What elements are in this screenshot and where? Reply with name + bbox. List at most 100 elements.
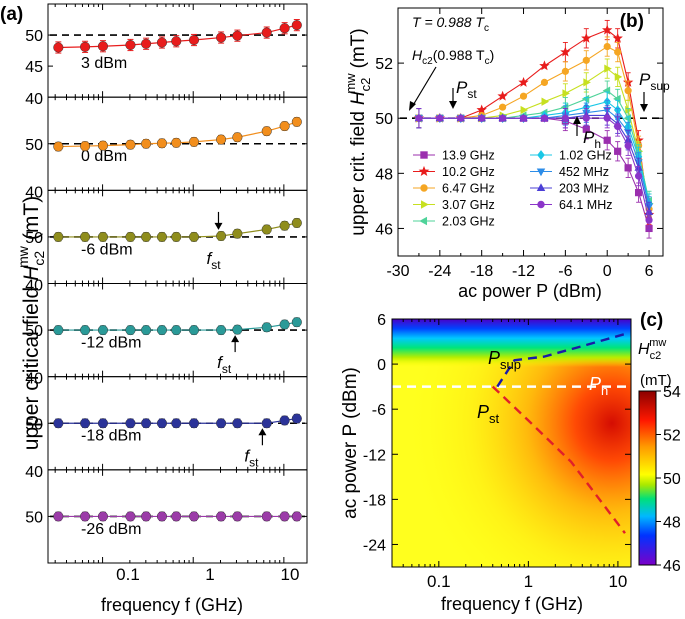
panel-b-point bbox=[540, 78, 549, 86]
panel-a-point bbox=[188, 418, 200, 429]
panel-b-point bbox=[518, 76, 529, 87]
panel-a-y-sup: mw bbox=[15, 245, 31, 268]
panel-b-point bbox=[583, 78, 591, 87]
svg-text:upper critical fieldHc2mw(mT): upper critical field Hc2mw (mT) bbox=[15, 196, 47, 450]
panel-b-point bbox=[623, 114, 632, 123]
panel-a-subplot-5: 50 40 -26 dBm bbox=[25, 464, 308, 564]
legend-label: 3.07 GHz bbox=[442, 198, 495, 212]
panel-b-temperature-sub: c bbox=[484, 23, 489, 34]
panel-a-xticks: 0.1 1 10 bbox=[116, 565, 299, 584]
panel-b-hc2-arrow bbox=[411, 66, 437, 108]
panel-b-point bbox=[624, 142, 632, 150]
panel-a-x-axis-label: frequency f (GHz) bbox=[101, 595, 243, 615]
panel-b-point bbox=[603, 136, 611, 144]
panel-b-point bbox=[457, 114, 465, 122]
panel-b-point bbox=[624, 87, 632, 95]
panel-a-point bbox=[53, 42, 64, 53]
panel-a-point bbox=[80, 141, 91, 152]
panel-a-point bbox=[291, 413, 302, 424]
panel-a-point bbox=[188, 34, 200, 46]
panel-a-point bbox=[171, 511, 182, 522]
panel-b-point bbox=[562, 89, 570, 98]
colorbar-tick-label: 54 bbox=[663, 384, 681, 401]
panel-b-point bbox=[520, 105, 529, 115]
panel-b-point bbox=[634, 172, 643, 180]
panel-b-hc2-arg-sub: c bbox=[485, 56, 490, 67]
panel-b-point bbox=[634, 189, 643, 197]
panel-a-point bbox=[80, 511, 91, 522]
panel-b-ytick-label: 48 bbox=[375, 166, 393, 183]
panel-a-point bbox=[279, 415, 290, 426]
panel-b-ytick-label: 50 bbox=[375, 111, 393, 128]
panel-a-point bbox=[188, 231, 200, 242]
panel-b-hc2-arg: (0.988 T bbox=[433, 47, 485, 63]
panel-a-point bbox=[232, 418, 243, 429]
panel-a-ytick-label: 50 bbox=[25, 230, 43, 247]
legend-marker bbox=[420, 184, 428, 192]
legend-label: 10.2 GHz bbox=[442, 165, 495, 179]
panel-b-label: (b) bbox=[620, 11, 644, 32]
legend-marker bbox=[536, 168, 546, 177]
panel-a-point bbox=[216, 511, 227, 522]
panel-b-point bbox=[624, 164, 632, 172]
panel-a-point bbox=[261, 511, 272, 522]
panel-b-data bbox=[400, 19, 661, 239]
colorbar-tick-label: 48 bbox=[663, 515, 681, 532]
panel-c-heatmap bbox=[392, 319, 631, 567]
panel-a-power-label: -18 dBm bbox=[81, 428, 141, 445]
panel-c-ytick-label: -24 bbox=[363, 537, 386, 554]
panel-a-point bbox=[232, 132, 243, 143]
legend-item: 452 MHz bbox=[530, 165, 609, 179]
panel-a-point bbox=[125, 39, 136, 51]
panel-a-point bbox=[141, 325, 152, 336]
panel-c-ytick-label: -12 bbox=[363, 447, 386, 464]
panel-b-point bbox=[561, 114, 569, 122]
panel-a-point bbox=[80, 418, 91, 429]
panel-a-ytick-label: 50 bbox=[25, 323, 43, 340]
panel-c-pst-curve bbox=[491, 385, 626, 534]
panel-b-ph-label: Ph bbox=[583, 128, 601, 151]
panel-a-point bbox=[125, 231, 136, 242]
panel-c-curves bbox=[392, 332, 631, 534]
panel-a-point bbox=[97, 231, 109, 242]
legend-label: 203 MHz bbox=[559, 182, 609, 196]
panel-a-subplot-0: 45 50 3 dBm bbox=[25, 3, 308, 98]
panel-b-hc2-annotation: Hc2(0.988 Tc) bbox=[412, 47, 494, 67]
panel-a-power-label: 3 dBm bbox=[81, 55, 127, 72]
panel-c-pst-label: Pst bbox=[477, 402, 500, 426]
legend-marker bbox=[419, 216, 428, 226]
panel-b-y-symbol: H bbox=[348, 91, 369, 105]
panel-c-xtick-label: 10 bbox=[608, 572, 627, 591]
panel-b-xtick-label: 0 bbox=[603, 263, 612, 280]
panel-c-label: (c) bbox=[640, 310, 663, 331]
colorbar-unit: (mT) bbox=[640, 372, 672, 389]
panel-c-x-axis-label: frequency f (GHz) bbox=[441, 594, 583, 614]
panel-a-fst-annotation: fst bbox=[206, 211, 223, 272]
colorbar-sub: c2 bbox=[650, 350, 662, 362]
panel-a-point bbox=[80, 325, 91, 336]
panel-a-point bbox=[53, 418, 64, 429]
panel-b-frame bbox=[397, 7, 664, 257]
panel-b-point bbox=[581, 94, 590, 104]
panel-a-ytick-top: 40 bbox=[25, 184, 43, 201]
panel-a-power-label: -12 dBm bbox=[81, 335, 141, 352]
panel-c-ytick-label: 6 bbox=[377, 312, 386, 329]
panel-b-point bbox=[415, 114, 423, 122]
panel-a-power-label: 0 dBm bbox=[81, 148, 127, 165]
panel-b-hc2-arrowhead bbox=[409, 101, 416, 111]
panel-a-point bbox=[156, 511, 168, 522]
panel-a-label: (a) bbox=[0, 4, 23, 25]
panel-a-point bbox=[232, 324, 243, 335]
panel-a-point bbox=[171, 418, 182, 429]
panel-b-xtick-label: -6 bbox=[558, 263, 572, 280]
panel-a-point bbox=[97, 511, 109, 522]
panel-a-point bbox=[216, 32, 227, 43]
panel-b-hc2-close: ) bbox=[490, 47, 495, 63]
legend-marker bbox=[420, 200, 429, 209]
legend-label: 2.03 GHz bbox=[442, 215, 495, 229]
legend-label: 452 MHz bbox=[559, 165, 609, 179]
panel-a-y-label-text: upper critical field bbox=[20, 287, 43, 450]
panel-a-point bbox=[171, 231, 182, 242]
panel-b-point bbox=[604, 64, 612, 73]
panel-a-xtick-1: 1 bbox=[205, 565, 214, 584]
